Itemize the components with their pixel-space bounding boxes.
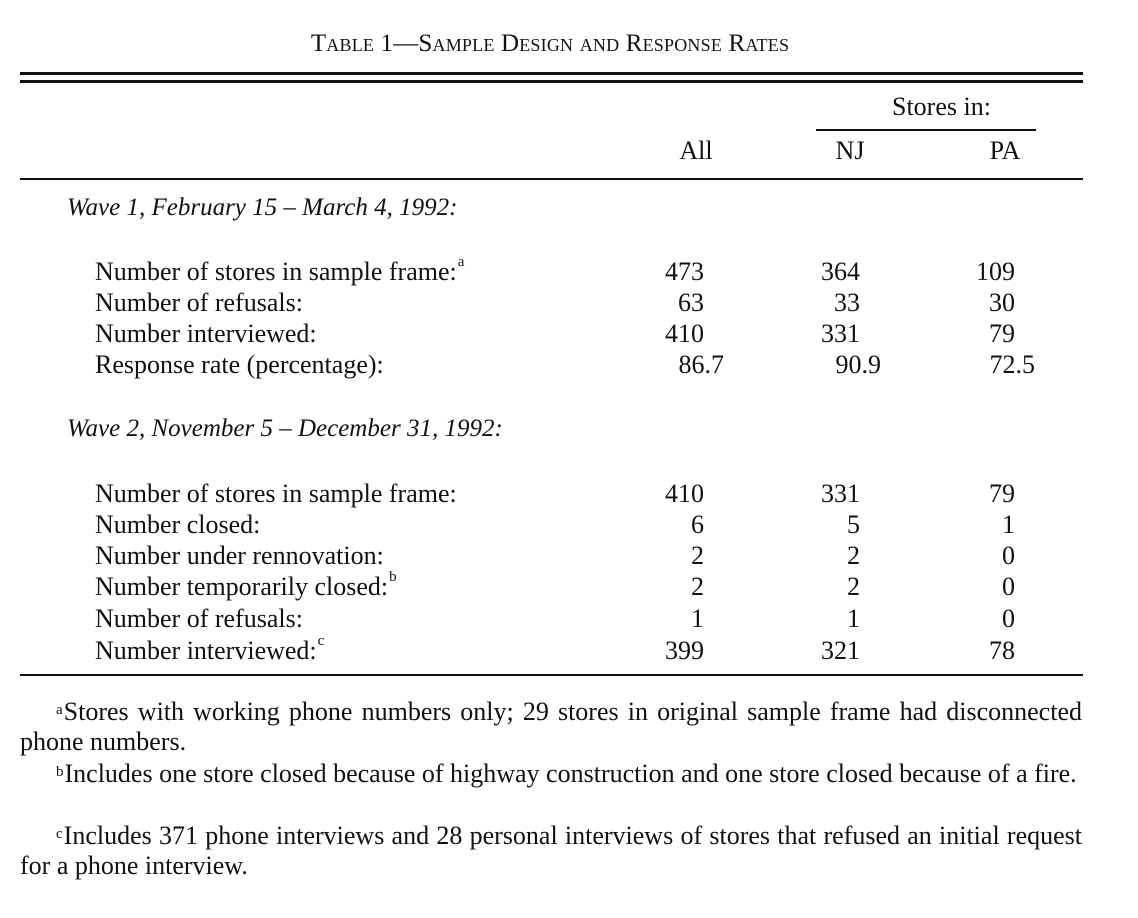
cell-pa: 79 — [989, 479, 1015, 508]
footnote-a: aStores with working phone numbers only;… — [20, 697, 1082, 757]
table-row: Number temporarily closed:b 2 2 0 — [0, 569, 1100, 603]
column-group-label: Stores in: — [892, 92, 991, 121]
cell-all: 2 — [691, 541, 704, 570]
cell-pa: 78 — [989, 636, 1015, 665]
cell-nj: 2 — [847, 572, 860, 601]
table-row: Number interviewed:c 399 321 78 — [0, 633, 1100, 667]
cell-all: 1 — [691, 604, 704, 633]
cell-all: 2 — [691, 572, 704, 601]
row-label: Response rate (percentage): — [95, 350, 384, 379]
table-row: Number closed: 6 5 1 — [0, 510, 1100, 541]
footnote-mark: c — [317, 633, 325, 649]
footnote-b: bIncludes one store closed because of hi… — [20, 759, 1082, 789]
cell-nj: 33 — [834, 288, 860, 317]
cell-nj: 1 — [847, 604, 860, 633]
table-row: Number of refusals: 1 1 0 — [0, 604, 1100, 635]
table-row: Number of refusals: 63 33 30 — [0, 288, 1100, 319]
cell-pa: 0 — [1002, 541, 1015, 570]
footnote-mark: b — [56, 764, 64, 780]
footnote-text: Stores with working phone numbers only; … — [20, 697, 1082, 756]
cell-nj: 321 — [821, 636, 860, 665]
cell-pa: 79 — [989, 319, 1015, 348]
footnote-text: Includes one store closed because of hig… — [64, 759, 1077, 788]
row-label: Number temporarily closed:b — [95, 569, 397, 601]
cell-pa: 72.5 — [989, 350, 1036, 379]
row-label: Number of stores in sample frame:a — [95, 254, 465, 286]
top-rule-outer — [20, 72, 1083, 75]
cell-all: 86.7 — [678, 350, 725, 379]
cell-nj: 5 — [847, 510, 860, 539]
table-row: Number under rennovation: 2 2 0 — [0, 541, 1100, 572]
cell-nj: 331 — [821, 319, 860, 348]
cell-pa: 0 — [1002, 604, 1015, 633]
row-label: Number under rennovation: — [95, 541, 384, 570]
row-label: Number interviewed: — [95, 319, 317, 348]
cell-all: 410 — [665, 479, 704, 508]
cell-nj: 331 — [821, 479, 860, 508]
column-header-pa: PA — [989, 136, 1021, 165]
table-row: Number interviewed: 410 331 79 — [0, 319, 1100, 350]
footnote-c: cIncludes 371 phone interviews and 28 pe… — [20, 821, 1082, 881]
cell-nj: 90.9 — [835, 350, 882, 379]
cell-all: 473 — [665, 257, 704, 286]
footnote-mark: b — [389, 569, 397, 585]
row-label: Number interviewed:c — [95, 633, 325, 665]
row-label: Number of stores in sample frame: — [95, 479, 457, 508]
column-header-nj: NJ — [835, 136, 865, 165]
table-row: Response rate (percentage): 86.7 90.9 72… — [0, 350, 1100, 381]
row-label: Number closed: — [95, 510, 261, 539]
row-label: Number of refusals: — [95, 604, 303, 633]
cell-all: 410 — [665, 319, 704, 348]
table-row: Number of stores in sample frame:a 473 3… — [0, 254, 1100, 288]
cell-all: 63 — [678, 288, 704, 317]
bottom-rule — [20, 674, 1083, 676]
cell-pa: 30 — [989, 288, 1015, 317]
column-group-rule — [816, 129, 1036, 131]
cell-nj: 2 — [847, 541, 860, 570]
footnote-mark: a — [457, 254, 465, 270]
cell-all: 6 — [691, 510, 704, 539]
cell-nj: 364 — [821, 257, 860, 286]
table-caption: Table 1—Sample Design and Response Rates — [310, 30, 790, 57]
cell-pa: 109 — [976, 257, 1015, 286]
footnote-mark: c — [56, 826, 63, 842]
cell-pa: 0 — [1002, 572, 1015, 601]
cell-pa: 1 — [1002, 510, 1015, 539]
header-rule — [20, 178, 1083, 180]
wave2-title: Wave 2, November 5 – December 31, 1992: — [67, 415, 503, 442]
top-rule-inner — [20, 80, 1083, 83]
table-row: Number of stores in sample frame: 410 33… — [0, 479, 1100, 510]
column-header-all: All — [679, 136, 713, 165]
footnote-text: Includes 371 phone interviews and 28 per… — [20, 821, 1082, 880]
wave1-title: Wave 1, February 15 – March 4, 1992: — [67, 194, 458, 221]
cell-all: 399 — [665, 636, 704, 665]
row-label: Number of refusals: — [95, 288, 303, 317]
footnote-mark: a — [56, 702, 63, 718]
